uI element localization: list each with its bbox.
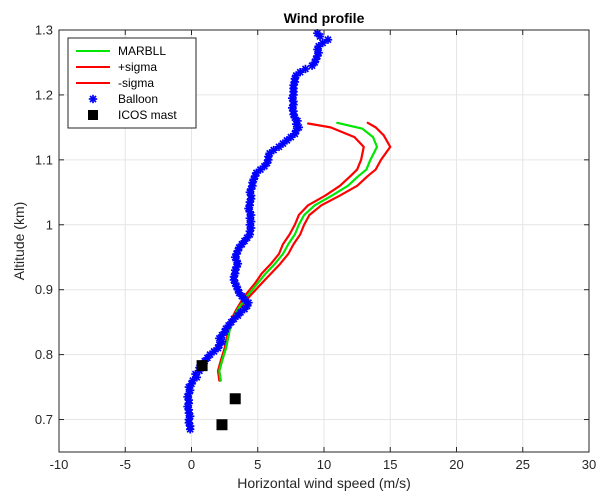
balloon-marker-stroke [247,211,255,219]
balloon-point [323,35,333,44]
balloon-marker-stroke [185,396,193,404]
chart-title: Wind profile [284,10,365,26]
legend-label-balloon: Balloon [118,92,158,106]
balloon-marker-stroke [324,36,332,44]
balloon-marker-stroke [232,282,241,291]
icos-mast-point [216,419,228,431]
balloon-marker-stroke [319,39,327,47]
x-tick-label: 15 [383,457,397,472]
y-tick-label: 0.7 [35,412,53,427]
balloon-marker-stroke [315,49,323,57]
y-tick-label: 1 [46,217,53,232]
x-axis-label: Horizontal wind speed (m/s) [237,475,411,491]
balloon-point [231,266,240,275]
x-tick-label: -10 [50,457,69,472]
balloon-marker-stroke [247,224,255,232]
balloon-marker-stroke [185,406,193,414]
x-tick-label: 20 [449,457,463,472]
balloon-marker-stroke [270,146,278,154]
y-tick-label: 1.2 [35,87,53,102]
legend-swatch-balloon [88,94,98,104]
balloon-marker-stroke [247,191,255,200]
balloon-marker-stroke [186,422,194,430]
balloon-point [249,175,258,184]
balloon-point [295,68,305,77]
legend-swatch-icos-mast [88,110,98,120]
x-tick-label: 5 [254,457,261,472]
y-tick-label: 1.3 [35,23,53,38]
balloon-marker-stroke [289,107,298,115]
balloon-marker-stroke [301,65,310,73]
x-tick-label: 25 [516,457,530,472]
legend-label-sigma: +sigma [118,60,157,74]
balloon-marker-stroke [186,412,194,420]
y-axis-label: Altitude (km) [11,202,27,281]
balloon-marker-stroke [246,208,254,216]
x-tick-label: 30 [582,457,596,472]
balloon-marker-stroke [89,95,97,103]
y-tick-label: 0.9 [35,282,53,297]
icos-mast-point [229,393,241,405]
balloon-marker-stroke [193,373,201,381]
balloon-marker-stroke [234,286,242,294]
balloon-marker-stroke [231,279,239,287]
x-tick-label: -5 [119,457,131,472]
balloon-marker-stroke [244,299,253,307]
series-layer [183,29,392,434]
x-tick-label: 10 [317,457,331,472]
balloon-marker-stroke [235,289,243,297]
balloon-marker-stroke [313,29,321,37]
balloon-marker-stroke [291,114,299,122]
legend: MARBLL +sigma -sigma Balloon ICOS mast [67,37,197,129]
legend-label-sigma: -sigma [118,76,154,90]
icos-mast-point [196,360,208,372]
series-line-marbll [218,121,379,382]
balloon-marker-stroke [247,217,255,226]
balloon-marker-stroke [186,386,194,394]
balloon-marker-stroke [289,97,298,105]
series-line-sigma [216,122,365,382]
balloon-marker-stroke [296,68,304,76]
x-tick-label: 0 [188,457,195,472]
balloon-marker-stroke [232,256,241,265]
legend-label-marbll: MARBLL [118,44,166,58]
legend-label-icos-mast: ICOS mast [118,108,177,122]
balloon-point [301,64,310,74]
balloon-marker-stroke [234,260,242,268]
axis-ticks: -10 -5 0 5 10 15 20 25 30 0.7 0.8 0.9 1 1.1 1.2 1.3 [35,23,596,473]
y-tick-label: 0.8 [35,347,53,362]
y-tick-label: 1.1 [35,152,53,167]
